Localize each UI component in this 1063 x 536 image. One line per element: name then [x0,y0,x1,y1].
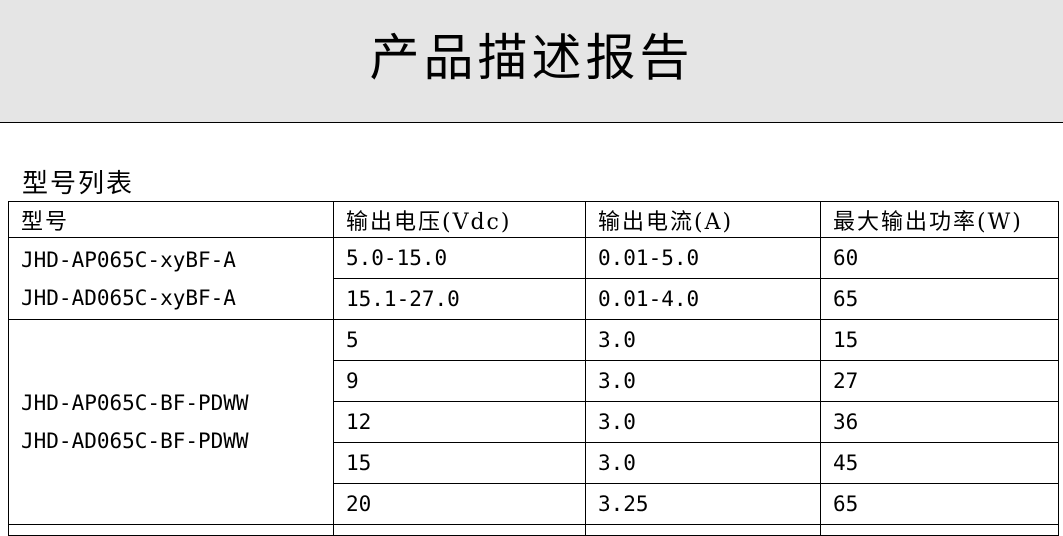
voltage-cell: 5.0-15.0 [333,237,586,279]
model-name: JHD-AP065C-xyBF-A [21,247,236,272]
power-cell: 45 [820,442,1059,484]
column-header: 型号 [8,201,334,238]
table-row: JHD-AP065C-xyBF-A JHD-AD065C-xyBF-A 5.0-15… [8,237,1059,320]
voltage-cell: 12 [333,401,586,443]
column-header: 最大输出功率(W) [820,201,1059,238]
power-cell: 15 [820,319,1059,361]
table-row: JHD-AP065C-BF-PDWW JHD-AD065C-BF-PDWW 5 3.0… [8,319,1059,525]
power-cell: 65 [820,483,1059,525]
model-name: JHD-AD065C-xyBF-A [21,285,236,310]
power-cell: 27 [820,360,1059,402]
voltage-cell: 9 [333,360,586,402]
power-cell: 60 [820,237,1059,279]
table-row: 12 3.0 36 [9,401,1059,443]
current-cell: 3.0 [585,401,821,443]
column-header: 输出电压(Vdc) [333,201,586,238]
voltage-cell: 20 [333,483,586,525]
table-row: 15 3.0 45 [9,442,1059,484]
voltage-cell: 15.1-27.0 [333,278,586,320]
report-title: 产品描述报告 [369,29,694,87]
table-row: 15.1-27.0 0.01-4.0 65 [9,278,1059,320]
model-table: 型号 输出电压(Vdc) 输出电流(A) 最大输出功率(W) JHD-AP065… [8,201,1059,536]
model-cell: JHD-AP065C-BF-PDWW JHD-AD065C-BF-PDWW [8,319,334,525]
column-header: 输出电流(A) [585,201,821,238]
section-title: 型号列表 [22,169,135,199]
current-cell: 3.0 [585,360,821,402]
table-header-row: 型号 输出电压(Vdc) 输出电流(A) 最大输出功率(W) [8,201,1059,238]
voltage-cell: 5 [333,319,586,361]
voltage-cell: 15 [333,442,586,484]
model-name: JHD-AP065C-BF-PDWW [21,391,249,415]
model-cell: JHD-AP065C-xyBF-A JHD-AD065C-xyBF-A [8,237,334,320]
current-cell: 3.0 [585,319,821,361]
current-cell: 3.0 [585,442,821,484]
current-cell: 0.01-5.0 [585,237,821,279]
power-cell: 65 [820,278,1059,320]
current-cell: 3.25 [585,483,821,525]
power-cell: 36 [820,401,1059,443]
model-name: JHD-AD065C-BF-PDWW [21,429,249,453]
current-cell: 0.01-4.0 [585,278,821,320]
report-header: 产品描述报告 [0,0,1063,123]
